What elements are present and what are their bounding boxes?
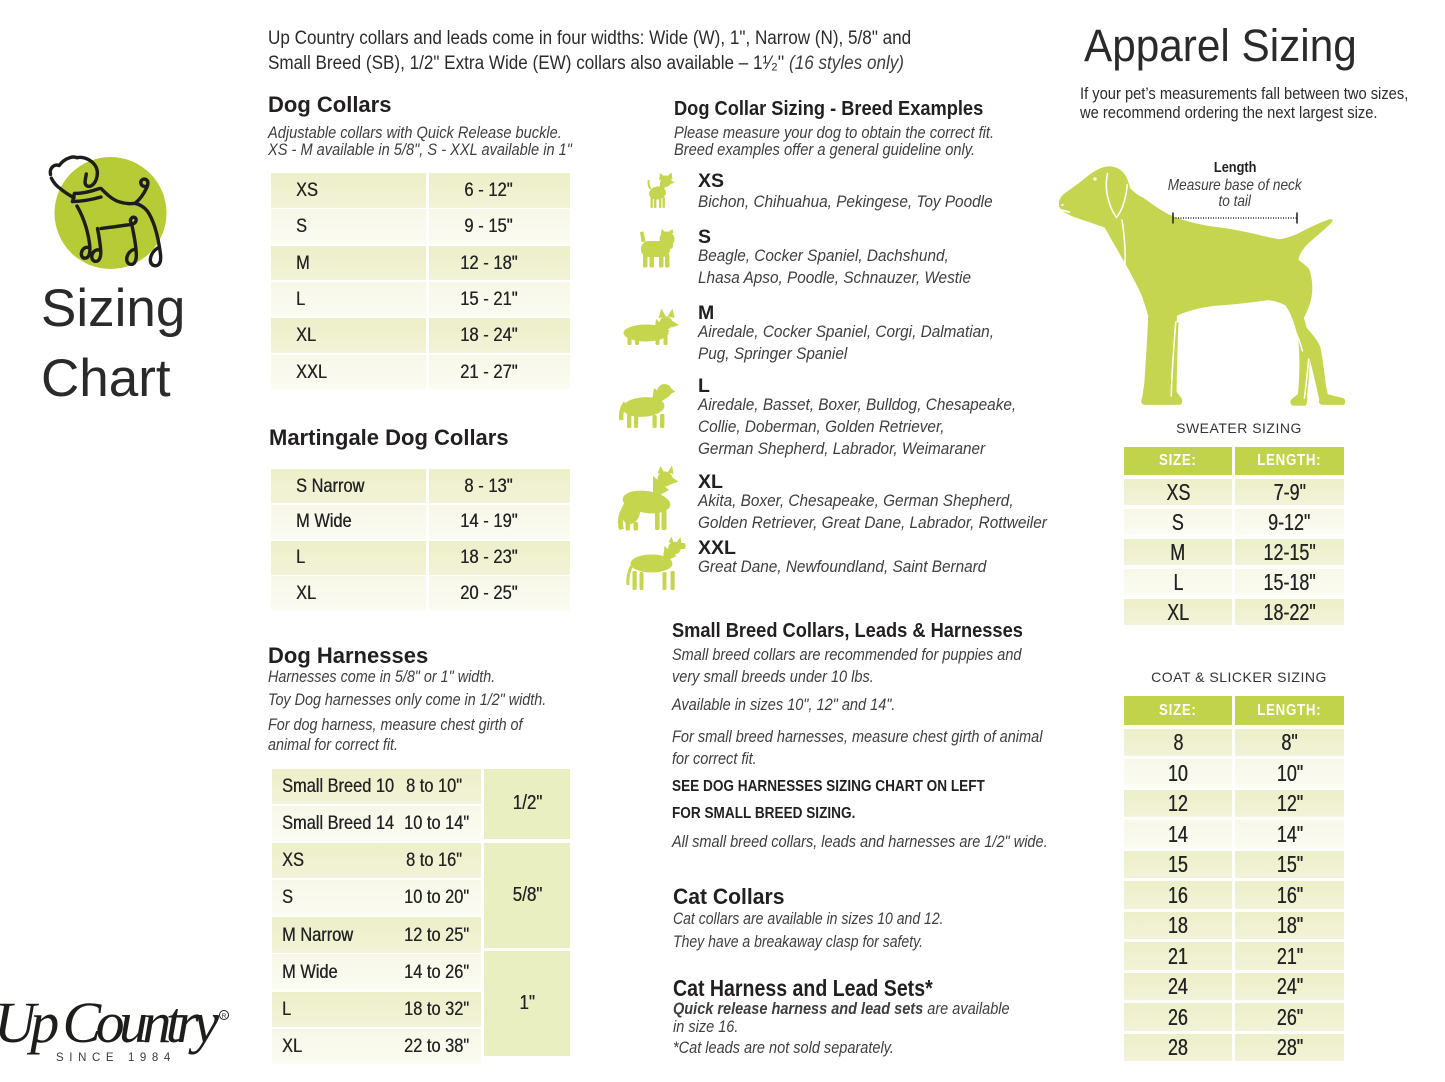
svg-text:R: R	[222, 1013, 227, 1020]
svg-text:SINCE 1984: SINCE 1984	[56, 1052, 176, 1064]
svg-text:Up Country: Up Country	[0, 990, 219, 1055]
